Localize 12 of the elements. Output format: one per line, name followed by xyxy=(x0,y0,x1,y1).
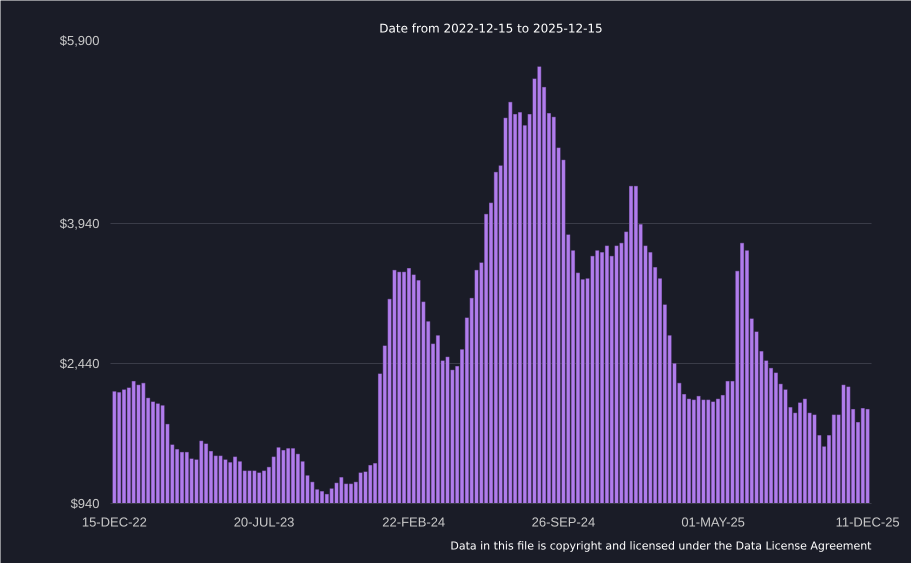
y-tick-label: $3,940 xyxy=(60,216,100,231)
y-tick-label: $5,900 xyxy=(60,33,100,48)
y-tick-label: $2,440 xyxy=(60,356,100,371)
text: Data in this file is copyright and licensed under the Data License Agreement xyxy=(450,540,872,552)
x-tick-label: 01-MAY-25 xyxy=(681,514,745,530)
x-tick-label: 15-DEC-22 xyxy=(82,514,147,530)
y-tick-label: $940 xyxy=(70,496,100,511)
x-tick-label: 22-FEB-24 xyxy=(382,514,446,530)
x-tick-label: 20-JUL-23 xyxy=(234,514,294,530)
x-tick-label: 11-DEC-25 xyxy=(836,514,900,530)
x-tick-label: 26-SEP-24 xyxy=(532,514,596,530)
chart-title: Date from 2022-12-15 to 2025-12-15 xyxy=(379,22,603,36)
